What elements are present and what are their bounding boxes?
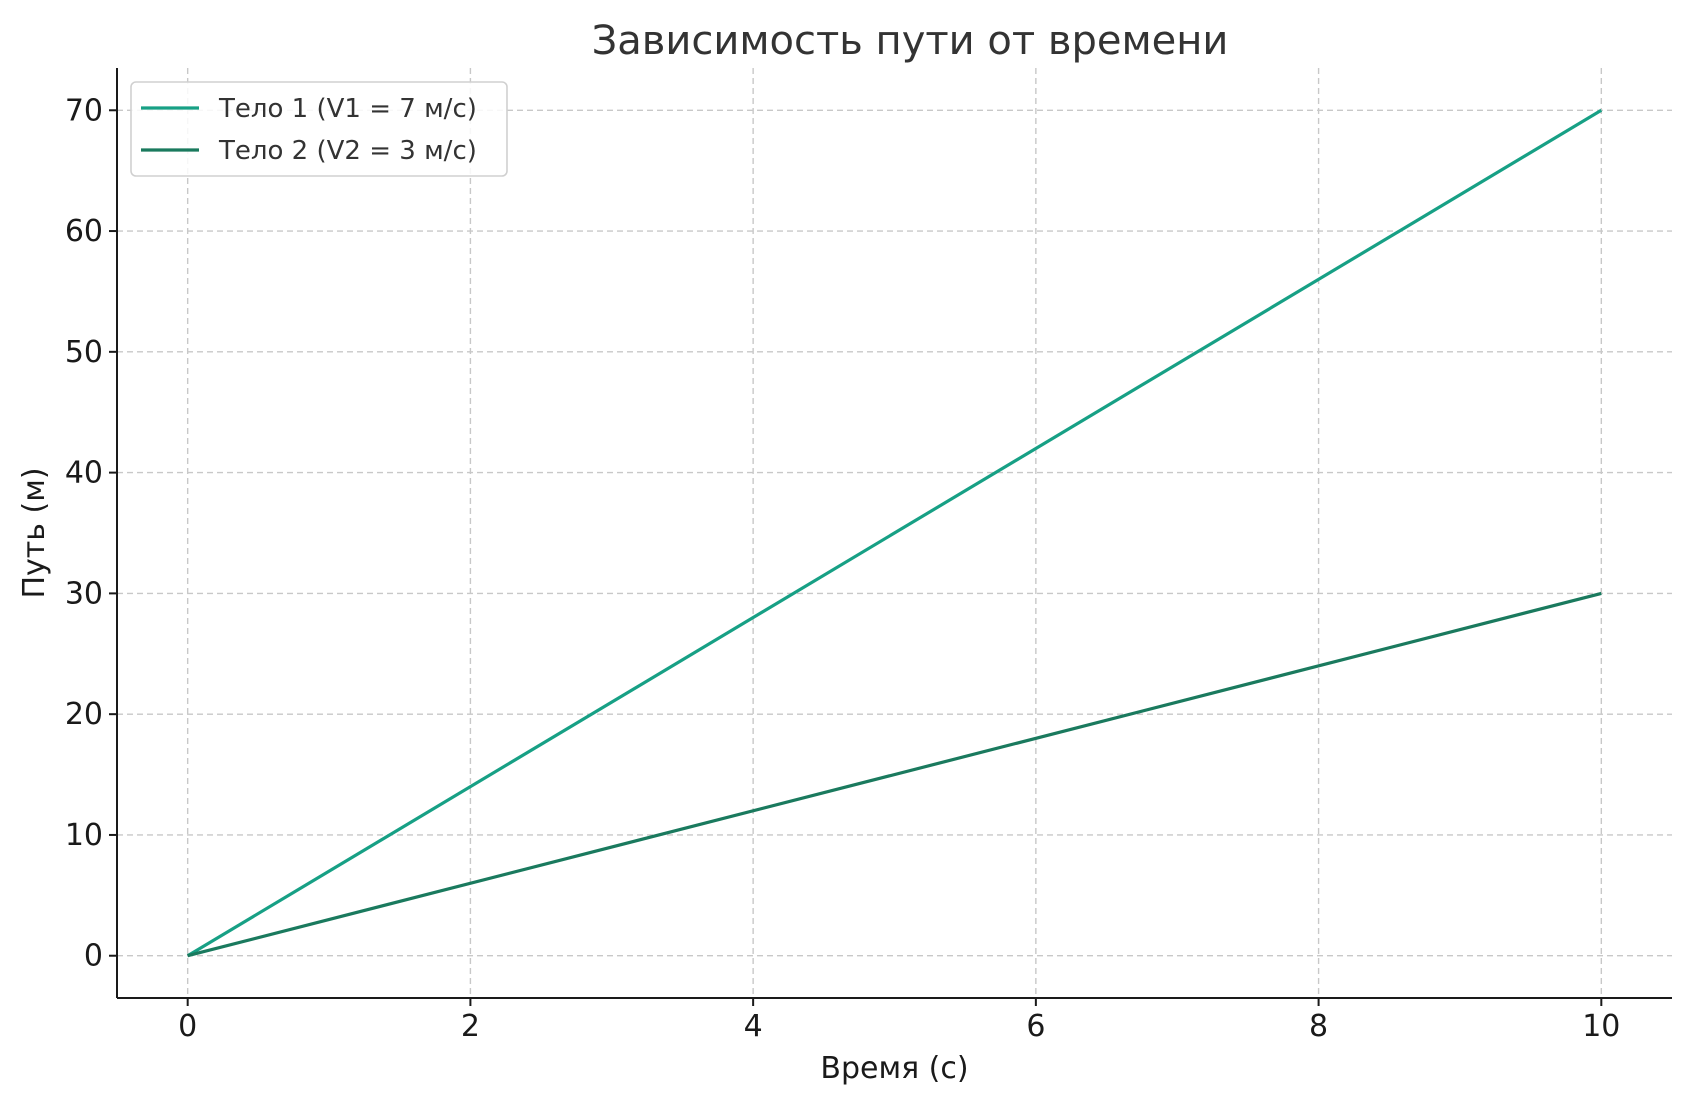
series-line-2 [187, 591, 1602, 958]
y-tick-label: 40 [65, 456, 103, 491]
x-tick-label: 6 [1026, 1009, 1045, 1044]
y-tick-label: 30 [65, 576, 103, 611]
y-tick-label: 0 [84, 939, 103, 974]
grid [117, 68, 1672, 998]
y-tick-label: 70 [65, 93, 103, 128]
x-axis-ticks: 0 2 4 6 8 10 [178, 998, 1620, 1044]
series-line-1 [186, 108, 1603, 958]
chart-title: Зависимость пути от времени [592, 18, 1229, 64]
series-lines [186, 108, 1603, 958]
y-tick-label: 50 [65, 335, 103, 370]
legend-label-1: Тело 1 (V1 = 7 м/с) [218, 94, 477, 124]
y-tick-label: 20 [65, 697, 103, 732]
axes-spines [116, 68, 1672, 999]
y-tick-label: 60 [65, 214, 103, 249]
x-tick-label: 8 [1309, 1009, 1328, 1044]
x-tick-label: 4 [744, 1009, 763, 1044]
x-tick-label: 10 [1582, 1009, 1620, 1044]
x-axis-label: Время (с) [820, 1051, 968, 1086]
y-axis-ticks: 0 10 20 30 40 50 60 70 [65, 93, 117, 974]
legend: Тело 1 (V1 = 7 м/с) Тело 2 (V2 = 3 м/с) [130, 81, 508, 177]
x-tick-label: 2 [461, 1009, 480, 1044]
y-axis-label: Путь (м) [17, 467, 52, 598]
y-tick-label: 10 [65, 818, 103, 853]
legend-label-2: Тело 2 (V2 = 3 м/с) [218, 136, 477, 166]
legend-box [130, 81, 508, 177]
x-tick-label: 0 [178, 1009, 197, 1044]
